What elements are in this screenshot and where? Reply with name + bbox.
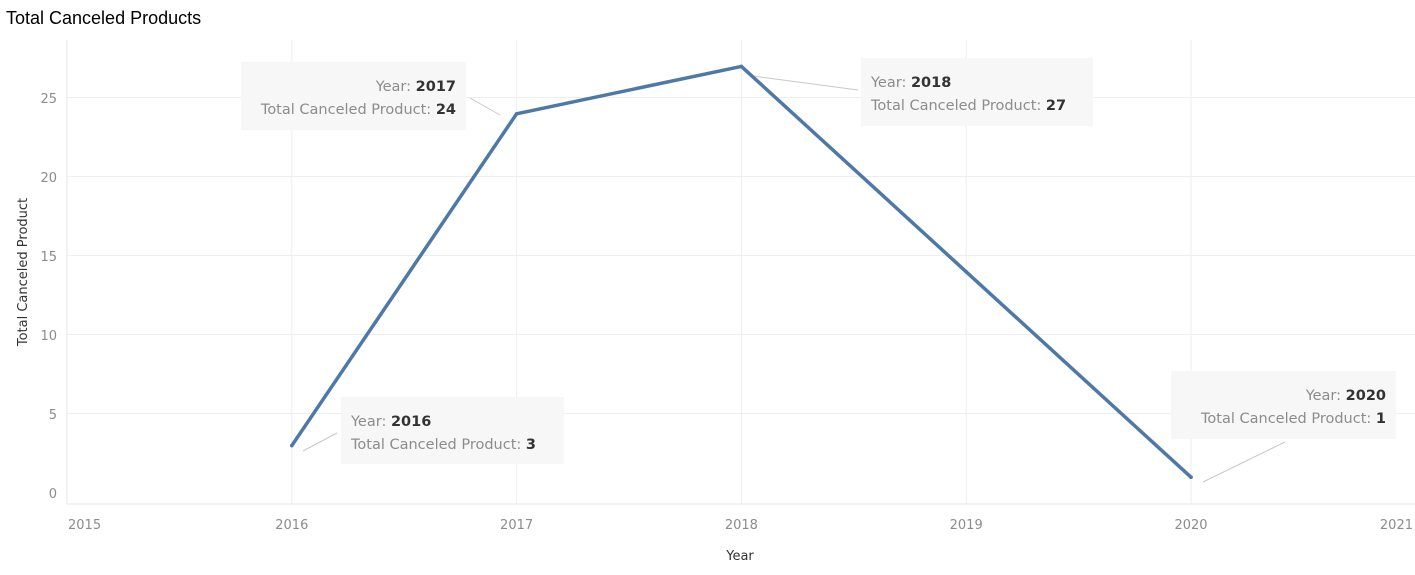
annotation-leader-line xyxy=(1202,441,1286,483)
annotations: Year: 2016 Total Canceled Product: 3 Year:… xyxy=(241,58,1396,483)
annotation-year-value: 2018 xyxy=(911,75,951,91)
x-axis-title: Year xyxy=(725,549,754,564)
annotation-value-label: Total Canceled Product: xyxy=(870,98,1046,114)
annotation-box xyxy=(1171,371,1396,439)
y-tick-label: 20 xyxy=(40,171,57,186)
annotation-year-line: Year: 2017 xyxy=(375,79,456,95)
annotation-year-line: Year: 2018 xyxy=(870,75,951,91)
data-point xyxy=(964,270,968,274)
annotation-value-number: 3 xyxy=(526,437,536,453)
x-tick-label: 2018 xyxy=(725,518,758,533)
annotation-year-value: 2017 xyxy=(416,79,456,95)
annotation-box xyxy=(861,58,1093,126)
annotation-value-line: Total Canceled Product: 3 xyxy=(350,437,536,453)
axes: 0 5 10 15 20 25 2015 2016 2017 2018 2019 2020 2021 xyxy=(40,40,1415,533)
annotation-year-label: Year: xyxy=(1305,388,1346,404)
annotation-year-value: 2016 xyxy=(391,414,431,430)
y-tick-label: 10 xyxy=(40,329,57,344)
x-tick-label: 2016 xyxy=(275,518,308,533)
annotation-year-label: Year: xyxy=(870,75,911,91)
data-point xyxy=(1189,475,1193,480)
y-tick-label: 15 xyxy=(40,250,57,265)
chart-title: Total Canceled Products xyxy=(6,8,202,28)
annotation-year-line: Year: 2016 xyxy=(350,414,431,430)
series xyxy=(290,64,1193,480)
x-tick-label: 2020 xyxy=(1174,518,1207,533)
annotation-value-label: Total Canceled Product: xyxy=(260,102,436,118)
annotation-value-line: Total Canceled Product: 1 xyxy=(1200,411,1386,427)
annotation-year-value: 2020 xyxy=(1346,388,1386,404)
annotation-year-line: Year: 2020 xyxy=(1305,388,1386,404)
data-point xyxy=(739,64,744,69)
annotation-value-label: Total Canceled Product: xyxy=(1200,411,1376,427)
annotation-box xyxy=(341,397,564,464)
annotation-year-label: Year: xyxy=(350,414,391,430)
annotation-box xyxy=(241,62,466,130)
x-tick-label: 2015 xyxy=(68,518,101,533)
y-tick-label: 0 xyxy=(49,487,57,502)
annotation-value-number: 1 xyxy=(1376,411,1386,427)
annotation-leader-line xyxy=(469,97,501,116)
annotation-year-label: Year: xyxy=(375,79,416,95)
y-tick-label: 5 xyxy=(49,408,57,423)
annotation-value-line: Total Canceled Product: 24 xyxy=(260,102,456,118)
y-tick-label: 25 xyxy=(40,92,57,107)
annotation-value-number: 24 xyxy=(436,102,456,118)
annotation-leader-line xyxy=(302,432,338,452)
annotation-value-number: 27 xyxy=(1046,98,1066,114)
data-point xyxy=(290,443,294,448)
annotation-value-line: Total Canceled Product: 27 xyxy=(870,98,1066,114)
x-tick-label: 2021 xyxy=(1380,518,1413,533)
annotation-value-label: Total Canceled Product: xyxy=(350,437,526,453)
annotation-leader-line xyxy=(752,75,859,91)
x-tick-label: 2017 xyxy=(500,518,533,533)
x-tick-label: 2019 xyxy=(950,518,983,533)
data-point xyxy=(514,112,519,116)
y-axis-title: Total Canceled Product xyxy=(16,198,31,347)
